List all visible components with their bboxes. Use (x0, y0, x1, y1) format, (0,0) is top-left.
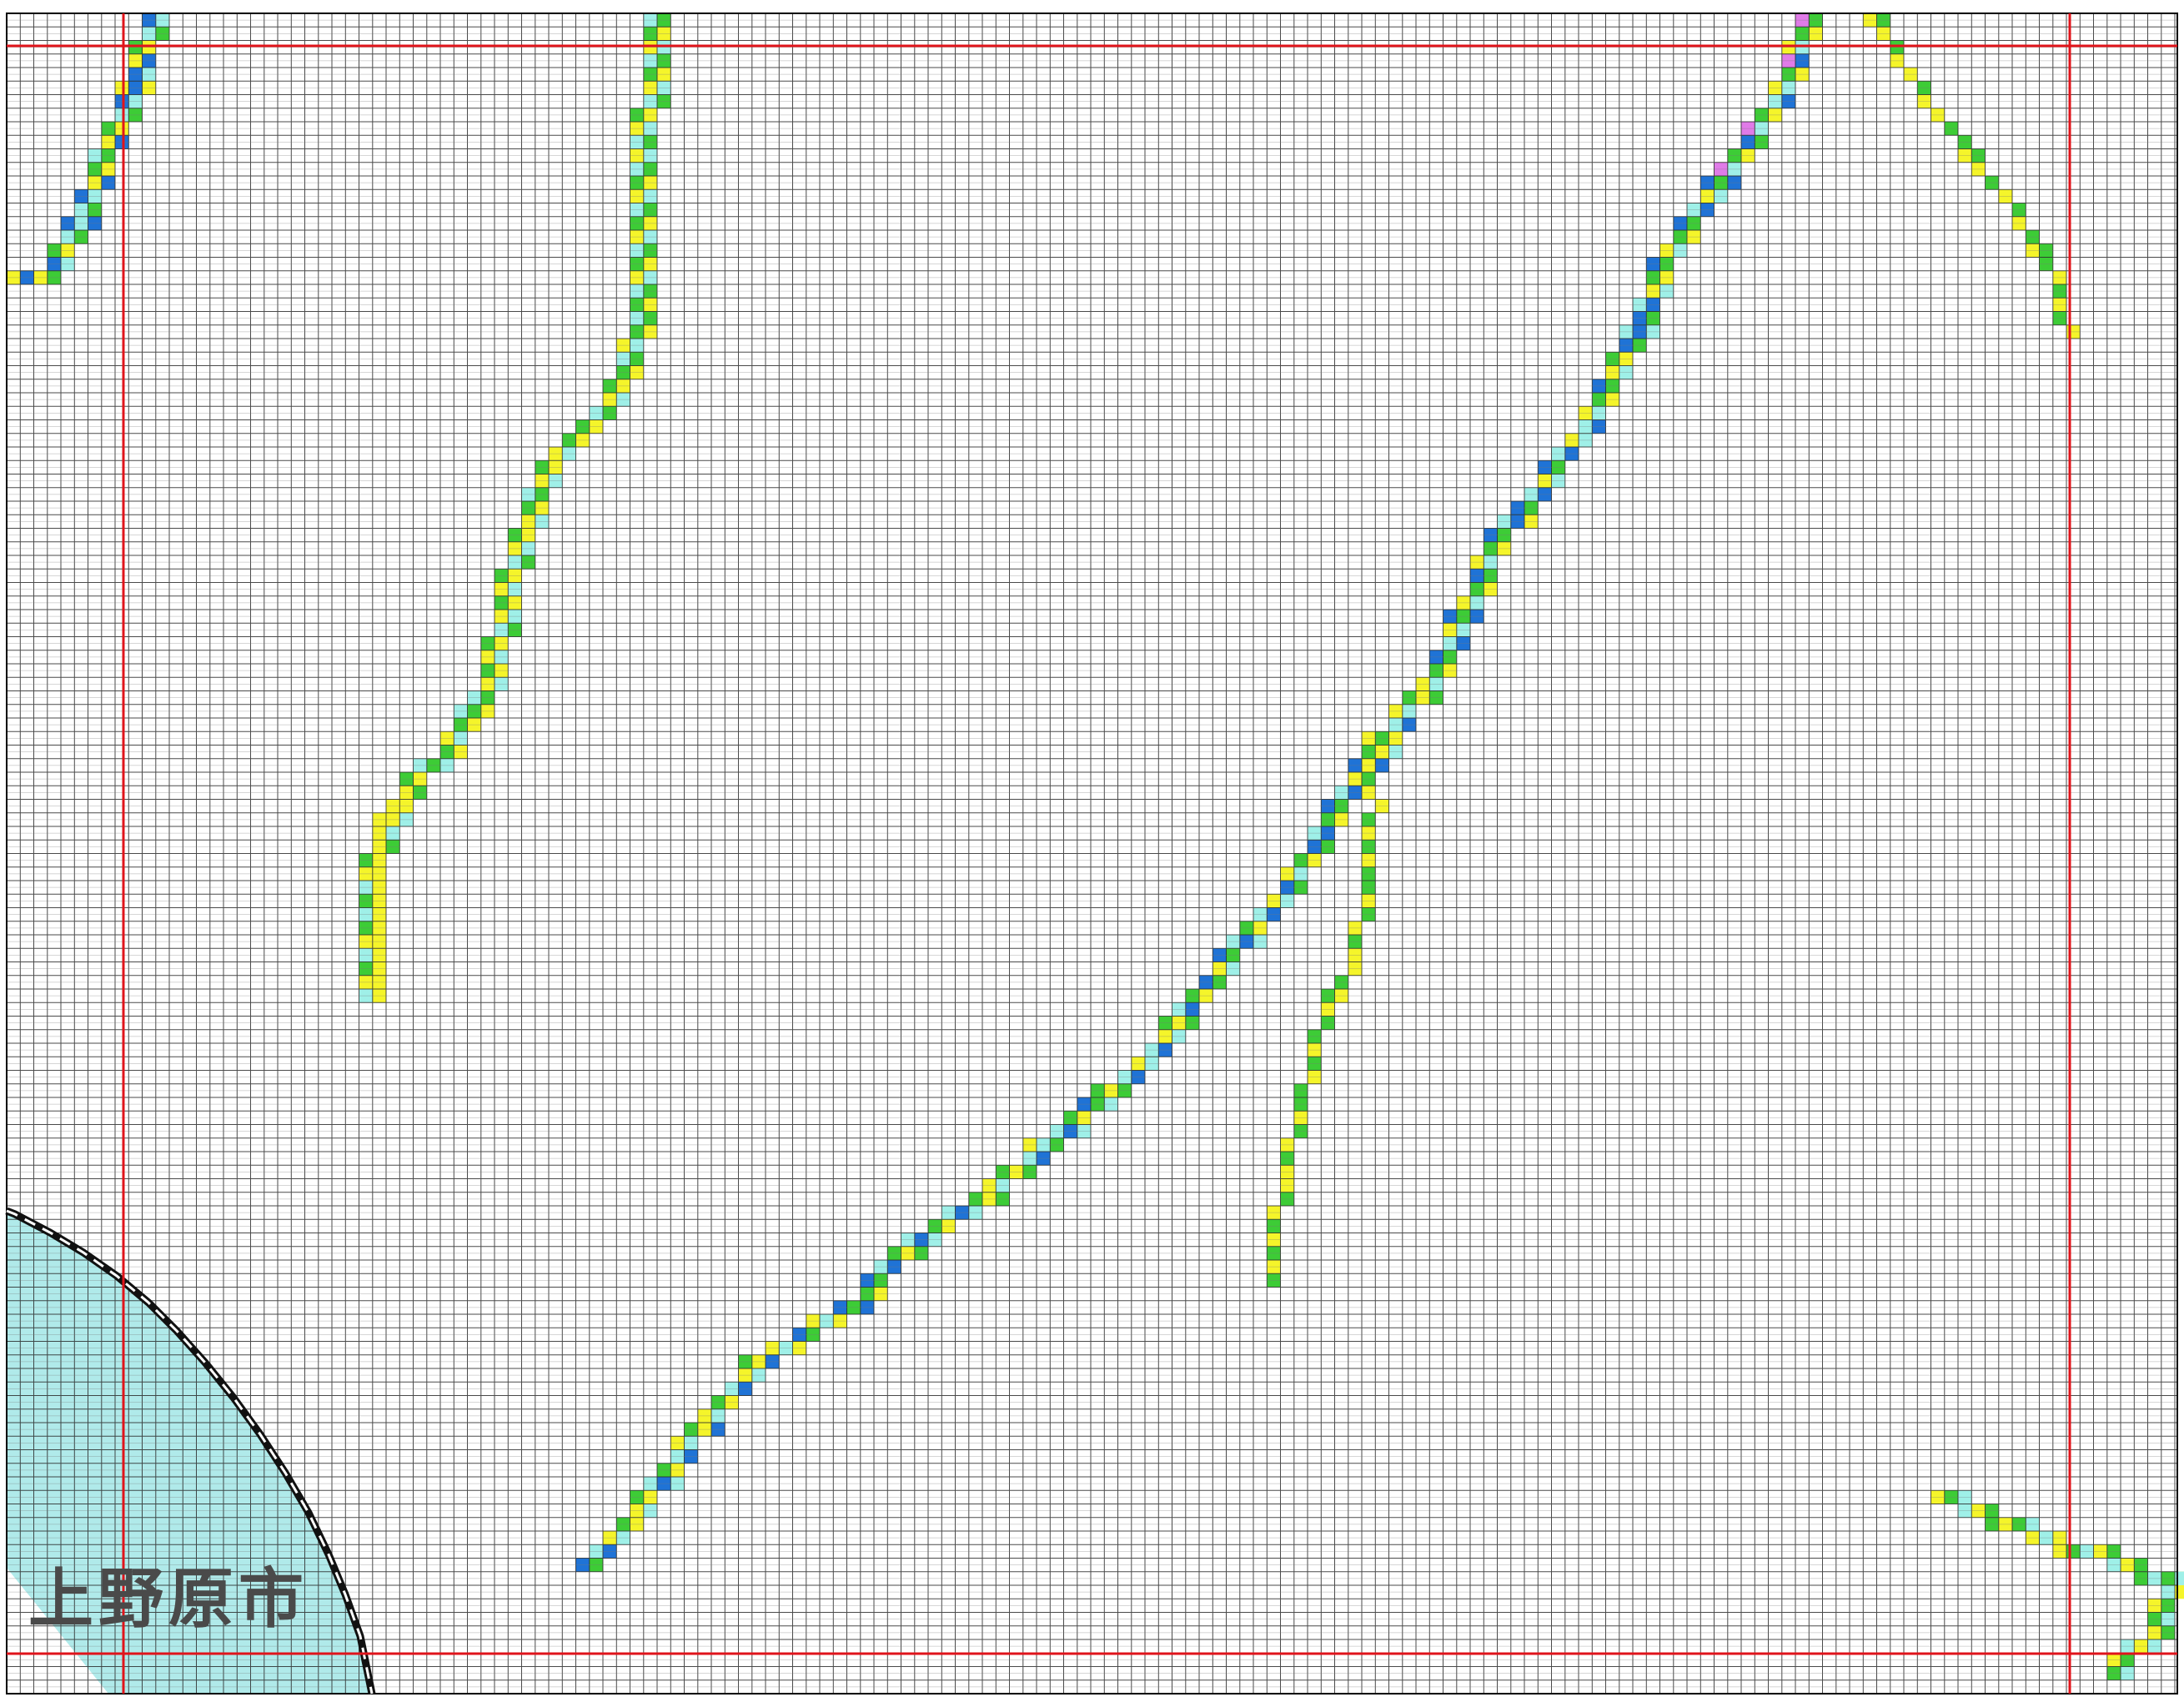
grid-subdivision-lines (7, 19, 2177, 1688)
municipal-area (7, 1211, 372, 1694)
reference-lines-layer (7, 13, 2177, 1694)
channel-lower-right-cell (2175, 1585, 2184, 1599)
city-name-label: 上野原市 (28, 1562, 309, 1637)
grid-lines (6, 13, 2177, 1694)
map-frame (6, 13, 2178, 1694)
municipal-boundary-layer (5, 1207, 376, 1694)
municipal-boundary-dash (6, 1209, 374, 1694)
channel-lower-right-cell (2175, 1571, 2184, 1586)
grid-lines-layer (6, 13, 2178, 1694)
